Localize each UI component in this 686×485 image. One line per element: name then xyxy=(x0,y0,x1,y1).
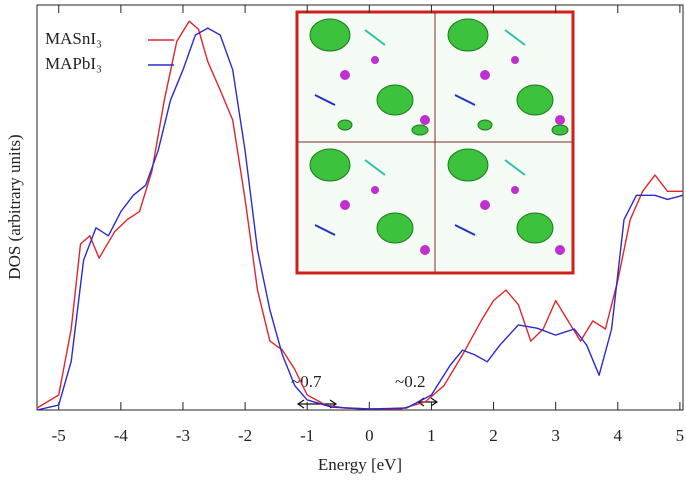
x-tick-label: 1 xyxy=(427,426,436,445)
x-tick-label: 0 xyxy=(365,426,374,445)
y-axis-label: DOS (arbitrary units) xyxy=(5,134,24,279)
x-axis-label: Energy [eV] xyxy=(318,455,402,474)
series-line xyxy=(36,27,684,411)
x-tick-label: -1 xyxy=(300,426,314,445)
x-tick-label: 2 xyxy=(489,426,498,445)
plot-frame xyxy=(36,4,684,411)
inset-structure xyxy=(295,10,575,275)
x-tick-label: 4 xyxy=(614,426,623,445)
x-tick-label: 5 xyxy=(676,426,685,445)
x-tick-label: -2 xyxy=(238,426,252,445)
x-tick-label: 3 xyxy=(551,426,560,445)
annotation: ~0.7 xyxy=(291,372,322,391)
legend-label: MASnI₃ xyxy=(45,29,102,48)
annotation: ~0.2 xyxy=(395,372,425,391)
x-tick-label: -5 xyxy=(52,426,66,445)
legend-label: MAPbI₃ xyxy=(45,54,102,73)
x-tick-label: -3 xyxy=(176,426,190,445)
x-tick-label: -4 xyxy=(114,426,129,445)
